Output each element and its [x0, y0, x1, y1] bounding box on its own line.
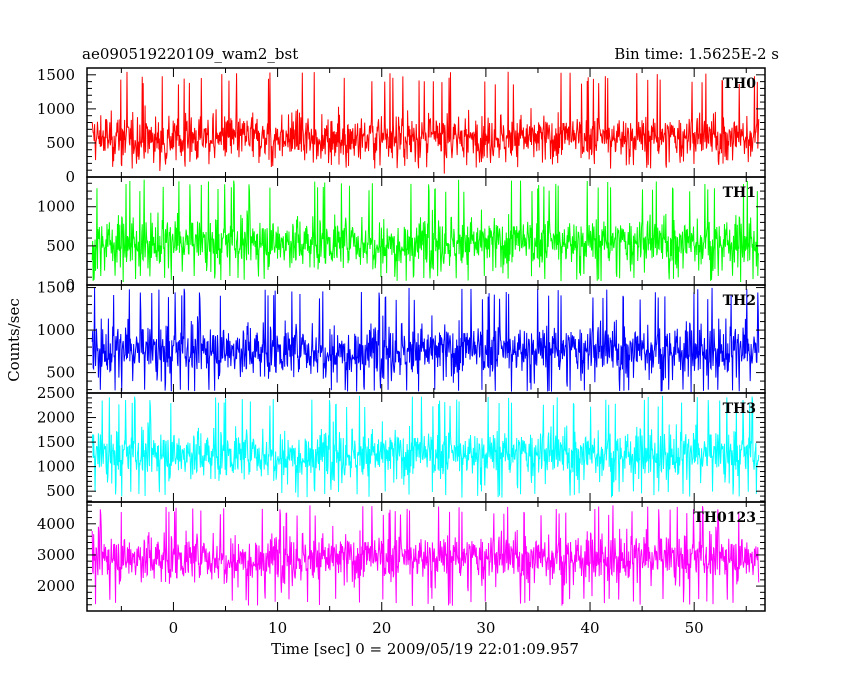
- x-tick-label: 40: [580, 619, 599, 637]
- x-tick-label: 10: [268, 619, 287, 637]
- panel-label: TH0: [723, 76, 757, 92]
- y-tick-label: 500: [46, 237, 75, 255]
- y-axis-title: Counts/sec: [5, 298, 23, 382]
- series-th3: [91, 395, 760, 498]
- y-tick-label: 1000: [37, 198, 75, 216]
- panel-th1: 0 500 1000 TH1: [37, 176, 766, 294]
- series-th0123: [91, 505, 760, 606]
- series-th0: [91, 71, 760, 174]
- x-axis-title: Time [sec] 0 = 2009/05/19 22:01:09.957: [271, 640, 579, 658]
- y-tick-label: 500: [46, 482, 75, 500]
- panel-th0123: 2000 3000 4000 TH0123: [37, 501, 766, 612]
- y-tick-label: 1500: [37, 66, 75, 84]
- y-tick-label: 2500: [37, 384, 75, 402]
- file-title: ae090519220109_wam2_bst: [82, 45, 298, 63]
- y-tick-label: 3000: [37, 546, 75, 564]
- panel-frame: [86, 501, 766, 612]
- y-tick-label: 500: [46, 134, 75, 152]
- panel-th0: 0 500 1000 1500 TH0: [37, 66, 766, 186]
- panel-label: TH0123: [693, 510, 756, 526]
- bin-time-label: Bin time: 1.5625E-2 s: [614, 45, 779, 63]
- y-tick-label: 2000: [37, 577, 75, 595]
- y-tick-label: 1000: [37, 458, 75, 476]
- panel-label: TH3: [723, 401, 756, 417]
- x-tick-label: 20: [372, 619, 391, 637]
- panels-group: 0 500 1000 1500 TH0 0 500 1000 TH1 500 1000 1500 TH2…: [37, 66, 766, 612]
- y-tick-label: 1500: [37, 279, 75, 297]
- x-tick-label: 50: [685, 619, 704, 637]
- y-tick-label: 0: [65, 276, 75, 294]
- panel-label: TH2: [723, 293, 756, 309]
- y-tick-label: 1500: [37, 433, 75, 451]
- panel-th3: 500 1000 1500 2000 2500 TH3: [37, 384, 766, 503]
- panel-label: TH1: [723, 185, 756, 201]
- y-tick-label: 0: [65, 168, 75, 186]
- y-tick-label: 500: [46, 364, 75, 382]
- y-tick-label: 4000: [37, 515, 75, 533]
- series-th1: [91, 179, 760, 282]
- y-tick-label: 2000: [37, 409, 75, 427]
- x-tick-label: 0: [169, 619, 179, 637]
- x-axis: 0 10 20 30 40 50: [169, 619, 704, 637]
- series-th2: [91, 287, 760, 393]
- y-tick-label: 1000: [37, 100, 75, 118]
- y-tick-label: 1000: [37, 321, 75, 339]
- panel-th2: 500 1000 1500 TH2: [37, 279, 766, 394]
- x-tick-label: 30: [476, 619, 495, 637]
